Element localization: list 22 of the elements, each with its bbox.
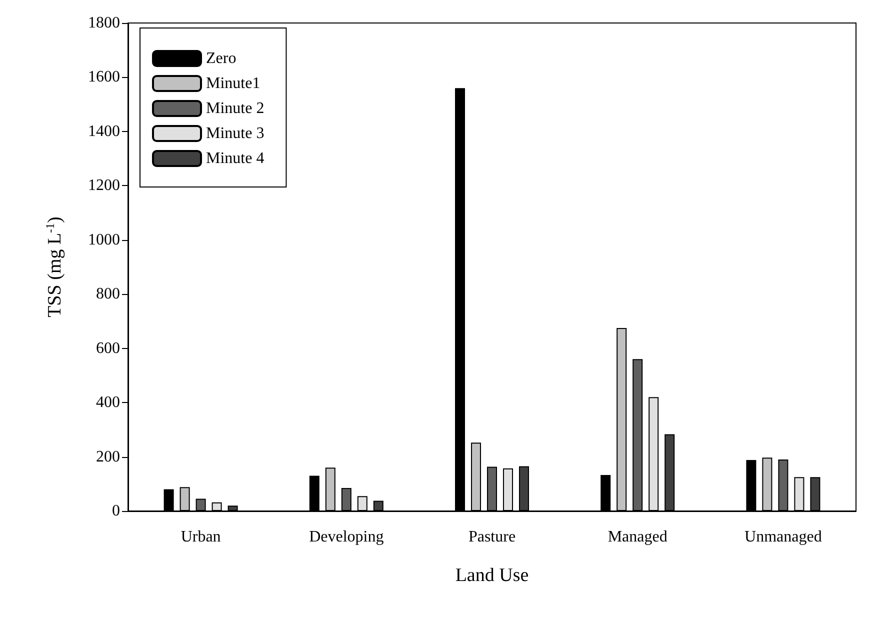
x-tick-label: Pasture xyxy=(468,528,516,546)
legend-label: Minute1 xyxy=(206,75,260,92)
y-tick-label: 1800 xyxy=(88,14,120,32)
y-tick-label: 400 xyxy=(96,394,120,412)
y-tick-label: 1200 xyxy=(88,177,120,194)
y-tick-label: 1400 xyxy=(88,122,120,140)
y-tick-label: 600 xyxy=(96,340,120,357)
legend-label: Minute 2 xyxy=(206,100,264,117)
y-tick-label: 800 xyxy=(96,286,120,303)
x-tick-label: Developing xyxy=(309,528,384,546)
legend-label: Zero xyxy=(206,50,236,67)
x-tick-label: Unmanaged xyxy=(744,528,822,546)
y-tick-label: 1000 xyxy=(88,231,120,248)
x-axis-title: Land Use xyxy=(455,565,529,586)
x-tick-label: Managed xyxy=(608,528,668,546)
y-tick-label: 0 xyxy=(112,502,120,520)
legend-label: Minute 4 xyxy=(206,150,264,167)
x-tick-label: Urban xyxy=(180,528,221,546)
y-tick-label: 1600 xyxy=(88,68,120,86)
y-tick-label: 200 xyxy=(96,448,120,466)
legend-label: Minute 3 xyxy=(206,125,264,142)
y-axis-title: TSS (mg L-1) xyxy=(43,216,66,318)
